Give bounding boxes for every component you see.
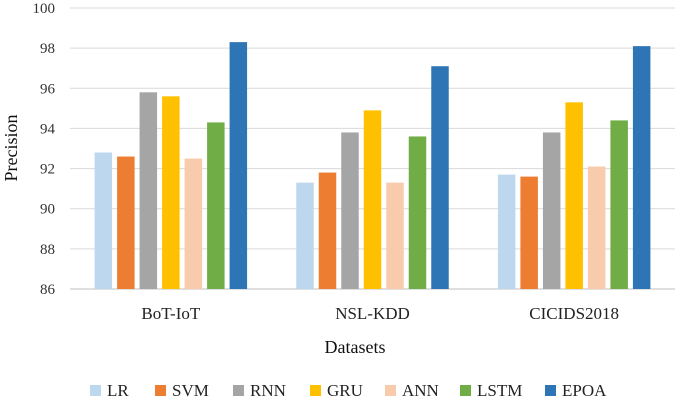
bar-gru-nsl-kdd <box>363 110 382 289</box>
bar-ann-bot-iot <box>184 158 203 289</box>
y-tick-labels: 86 88 90 92 94 96 98 100 <box>33 1 56 298</box>
legend-label-svm: SVM <box>172 381 209 400</box>
y-tick-label: 88 <box>40 242 55 258</box>
bar-lr-bot-iot <box>94 152 113 289</box>
category-labels: BoT-IoT NSL-KDD CICIDS2018 <box>141 304 619 323</box>
bar-epoa-nsl-kdd <box>431 66 449 289</box>
legend-swatch-lstm <box>460 385 471 396</box>
legend-label-lr: LR <box>107 381 129 400</box>
bar-lr-nsl-kdd <box>296 182 314 289</box>
legend-label-rnn: RNN <box>250 381 286 400</box>
y-tick-label: 92 <box>40 162 55 178</box>
category-label: NSL-KDD <box>335 304 410 323</box>
y-tick-label: 94 <box>40 121 56 137</box>
bar-epoa-cicids2018 <box>632 46 651 290</box>
bar-lstm-nsl-kdd <box>408 136 427 289</box>
bar-svm-bot-iot <box>117 156 135 289</box>
legend-label-epoa: EPOA <box>562 381 607 400</box>
legend-swatch-gru <box>310 385 321 396</box>
y-tick-label: 100 <box>33 1 56 17</box>
y-axis-title: Precision <box>1 115 21 182</box>
bar-gru-cicids2018 <box>565 102 583 289</box>
bar-rnn-bot-iot <box>139 92 158 289</box>
y-tick-label: 96 <box>40 81 56 97</box>
legend-label-ann: ANN <box>402 381 439 400</box>
bar-lstm-cicids2018 <box>610 120 628 290</box>
bar-gru-bot-iot <box>162 96 180 289</box>
bar-lstm-bot-iot <box>207 122 225 290</box>
bar-ann-nsl-kdd <box>386 182 404 289</box>
bar-svm-nsl-kdd <box>318 172 337 289</box>
bar-rnn-nsl-kdd <box>341 132 359 289</box>
y-tick-label: 86 <box>40 282 56 298</box>
legend-label-gru: GRU <box>327 381 363 400</box>
bar-svm-cicids2018 <box>520 176 538 289</box>
legend-swatch-rnn <box>233 385 244 396</box>
bar-ann-cicids2018 <box>587 166 606 289</box>
bars <box>94 42 651 290</box>
legend: LR SVM RNN GRU ANN LSTM EPOA <box>90 381 607 400</box>
y-tick-label: 90 <box>40 202 55 218</box>
legend-swatch-epoa <box>545 385 556 396</box>
bar-rnn-cicids2018 <box>542 132 561 289</box>
bar-epoa-bot-iot <box>229 42 248 289</box>
legend-swatch-svm <box>155 385 166 396</box>
x-axis-title: Datasets <box>325 337 386 357</box>
category-label: BoT-IoT <box>141 304 200 323</box>
legend-swatch-lr <box>90 385 101 396</box>
bar-lr-cicids2018 <box>497 174 516 289</box>
category-label: CICIDS2018 <box>529 304 619 323</box>
legend-swatch-ann <box>385 385 396 396</box>
y-tick-label: 98 <box>40 41 55 57</box>
legend-label-lstm: LSTM <box>477 381 522 400</box>
